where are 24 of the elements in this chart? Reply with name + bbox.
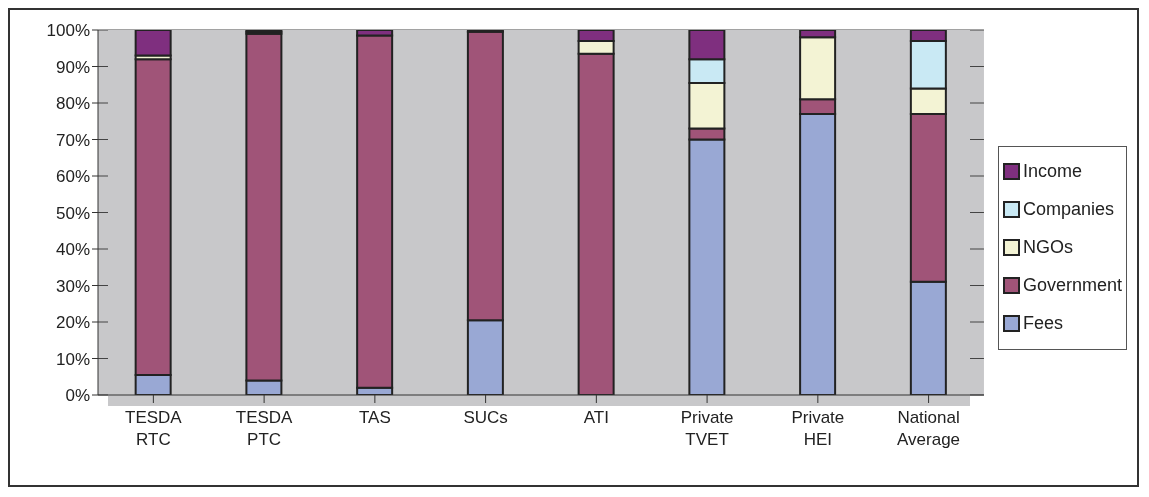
y-tick-label: 20% — [55, 313, 90, 333]
y-tick-label: 90% — [55, 57, 90, 77]
y-tick-label: 60% — [55, 167, 90, 187]
y-tick-label: 30% — [55, 276, 90, 296]
y-tick-label: 50% — [55, 203, 90, 223]
x-tick-label: Private HEI — [791, 408, 845, 449]
y-tick-label: 80% — [55, 94, 90, 114]
legend-label: Government — [1022, 275, 1122, 296]
y-tick-label: 0% — [65, 386, 90, 406]
y-tick-label: 70% — [55, 130, 90, 150]
x-tick-label: TESDA RTC — [125, 408, 183, 449]
x-tick-label: Private TVET — [680, 408, 734, 449]
x-tick-label: TESDA PTC — [235, 408, 294, 449]
y-tick-label: 10% — [55, 349, 90, 369]
x-tick-label: ATI — [583, 408, 609, 427]
x-tick-label: National Average — [897, 408, 961, 449]
x-tick-label: SUCs — [463, 408, 508, 427]
legend-label: Companies — [1022, 199, 1114, 220]
legend-label: Income — [1022, 161, 1082, 182]
legend-label: NGOs — [1022, 237, 1073, 258]
legend-label: Fees — [1022, 313, 1063, 334]
y-tick-label: 100% — [46, 21, 90, 41]
y-tick-label: 40% — [55, 240, 90, 260]
x-tick-label: TAS — [358, 408, 391, 427]
